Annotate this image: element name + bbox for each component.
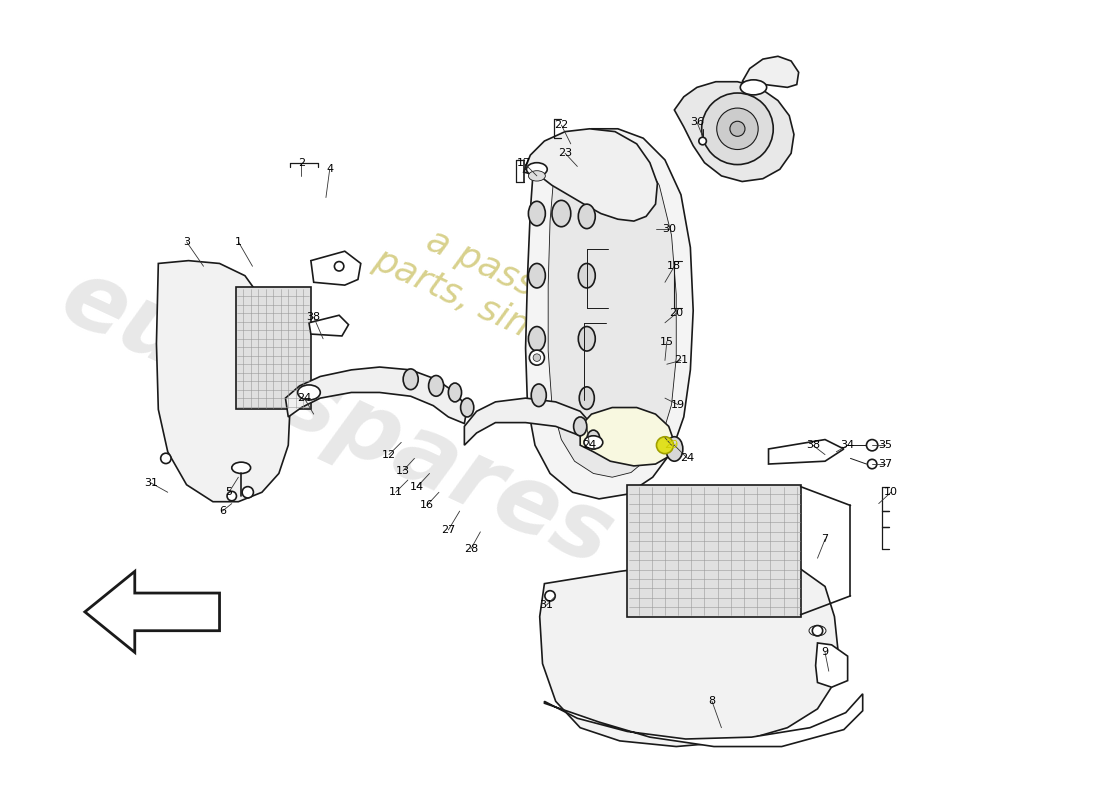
Text: 5: 5 <box>226 487 232 498</box>
Ellipse shape <box>461 398 474 417</box>
Circle shape <box>544 590 556 601</box>
Circle shape <box>334 262 344 271</box>
Text: 31: 31 <box>144 478 157 488</box>
Text: 15: 15 <box>660 337 674 346</box>
Ellipse shape <box>429 375 443 396</box>
Circle shape <box>717 108 758 150</box>
Ellipse shape <box>586 430 600 449</box>
Ellipse shape <box>666 437 683 462</box>
Ellipse shape <box>579 263 595 288</box>
Polygon shape <box>285 367 468 423</box>
Ellipse shape <box>808 626 826 636</box>
Ellipse shape <box>449 383 462 402</box>
Text: eurospares: eurospares <box>47 251 627 586</box>
Circle shape <box>161 454 170 463</box>
Polygon shape <box>580 407 674 466</box>
Polygon shape <box>544 694 862 746</box>
Text: 4: 4 <box>326 164 333 174</box>
Ellipse shape <box>404 369 418 390</box>
Ellipse shape <box>531 384 547 406</box>
Text: 1: 1 <box>235 237 242 246</box>
Text: 17: 17 <box>517 158 531 168</box>
Bar <box>627 485 802 617</box>
Bar <box>235 287 311 410</box>
Circle shape <box>702 93 773 165</box>
Ellipse shape <box>552 200 571 226</box>
Text: 38: 38 <box>307 312 321 322</box>
Ellipse shape <box>580 387 594 410</box>
Text: 6: 6 <box>219 506 225 516</box>
Text: 24: 24 <box>583 440 596 450</box>
Text: 13: 13 <box>396 466 410 476</box>
Circle shape <box>227 491 236 501</box>
Circle shape <box>868 459 877 469</box>
Circle shape <box>529 350 544 365</box>
Polygon shape <box>156 261 290 502</box>
Text: 9: 9 <box>822 647 828 658</box>
Ellipse shape <box>528 263 546 288</box>
Text: 11: 11 <box>388 487 403 498</box>
Text: 18: 18 <box>668 262 681 271</box>
Text: 24: 24 <box>297 393 311 403</box>
Ellipse shape <box>579 204 595 229</box>
Ellipse shape <box>232 462 251 474</box>
Ellipse shape <box>528 202 546 226</box>
Text: 19: 19 <box>671 400 685 410</box>
Text: 21: 21 <box>674 355 688 366</box>
Polygon shape <box>674 82 794 182</box>
Text: 16: 16 <box>420 501 433 510</box>
Ellipse shape <box>573 417 586 436</box>
Text: 27: 27 <box>441 525 455 535</box>
Ellipse shape <box>528 170 546 181</box>
Ellipse shape <box>740 80 767 95</box>
Circle shape <box>730 122 745 136</box>
Text: 31: 31 <box>539 600 553 610</box>
Polygon shape <box>464 398 593 446</box>
Polygon shape <box>85 571 220 652</box>
Text: 34: 34 <box>840 440 855 450</box>
Text: 29: 29 <box>664 440 679 450</box>
Polygon shape <box>548 148 676 478</box>
Polygon shape <box>311 251 361 285</box>
Polygon shape <box>742 56 799 87</box>
Polygon shape <box>815 643 848 687</box>
Polygon shape <box>524 129 658 221</box>
Ellipse shape <box>298 385 320 400</box>
Text: 14: 14 <box>410 482 425 492</box>
Circle shape <box>657 437 673 454</box>
Ellipse shape <box>527 162 547 176</box>
Text: 20: 20 <box>669 308 683 318</box>
Circle shape <box>812 626 823 636</box>
Ellipse shape <box>579 326 595 351</box>
Text: 38: 38 <box>805 440 820 450</box>
Text: a passion for
parts, since 1985: a passion for parts, since 1985 <box>368 206 683 406</box>
Text: 10: 10 <box>884 487 898 498</box>
Text: 30: 30 <box>662 224 675 234</box>
Ellipse shape <box>528 326 546 351</box>
Polygon shape <box>309 315 349 336</box>
Text: 7: 7 <box>822 534 828 544</box>
Text: 37: 37 <box>878 459 892 469</box>
Text: 22: 22 <box>554 120 569 130</box>
Text: 23: 23 <box>558 148 572 158</box>
Circle shape <box>867 439 878 451</box>
Circle shape <box>242 486 253 498</box>
Polygon shape <box>769 439 844 464</box>
Circle shape <box>698 138 706 145</box>
Circle shape <box>534 354 540 362</box>
Text: 3: 3 <box>183 237 190 246</box>
Text: 28: 28 <box>464 544 478 554</box>
Polygon shape <box>526 129 693 499</box>
Text: 24: 24 <box>681 454 695 463</box>
Text: 12: 12 <box>382 450 396 460</box>
Ellipse shape <box>584 436 603 449</box>
Polygon shape <box>540 558 838 746</box>
Text: 36: 36 <box>690 118 704 127</box>
Text: 8: 8 <box>708 696 716 706</box>
Text: 2: 2 <box>298 158 305 168</box>
Text: 35: 35 <box>878 440 892 450</box>
